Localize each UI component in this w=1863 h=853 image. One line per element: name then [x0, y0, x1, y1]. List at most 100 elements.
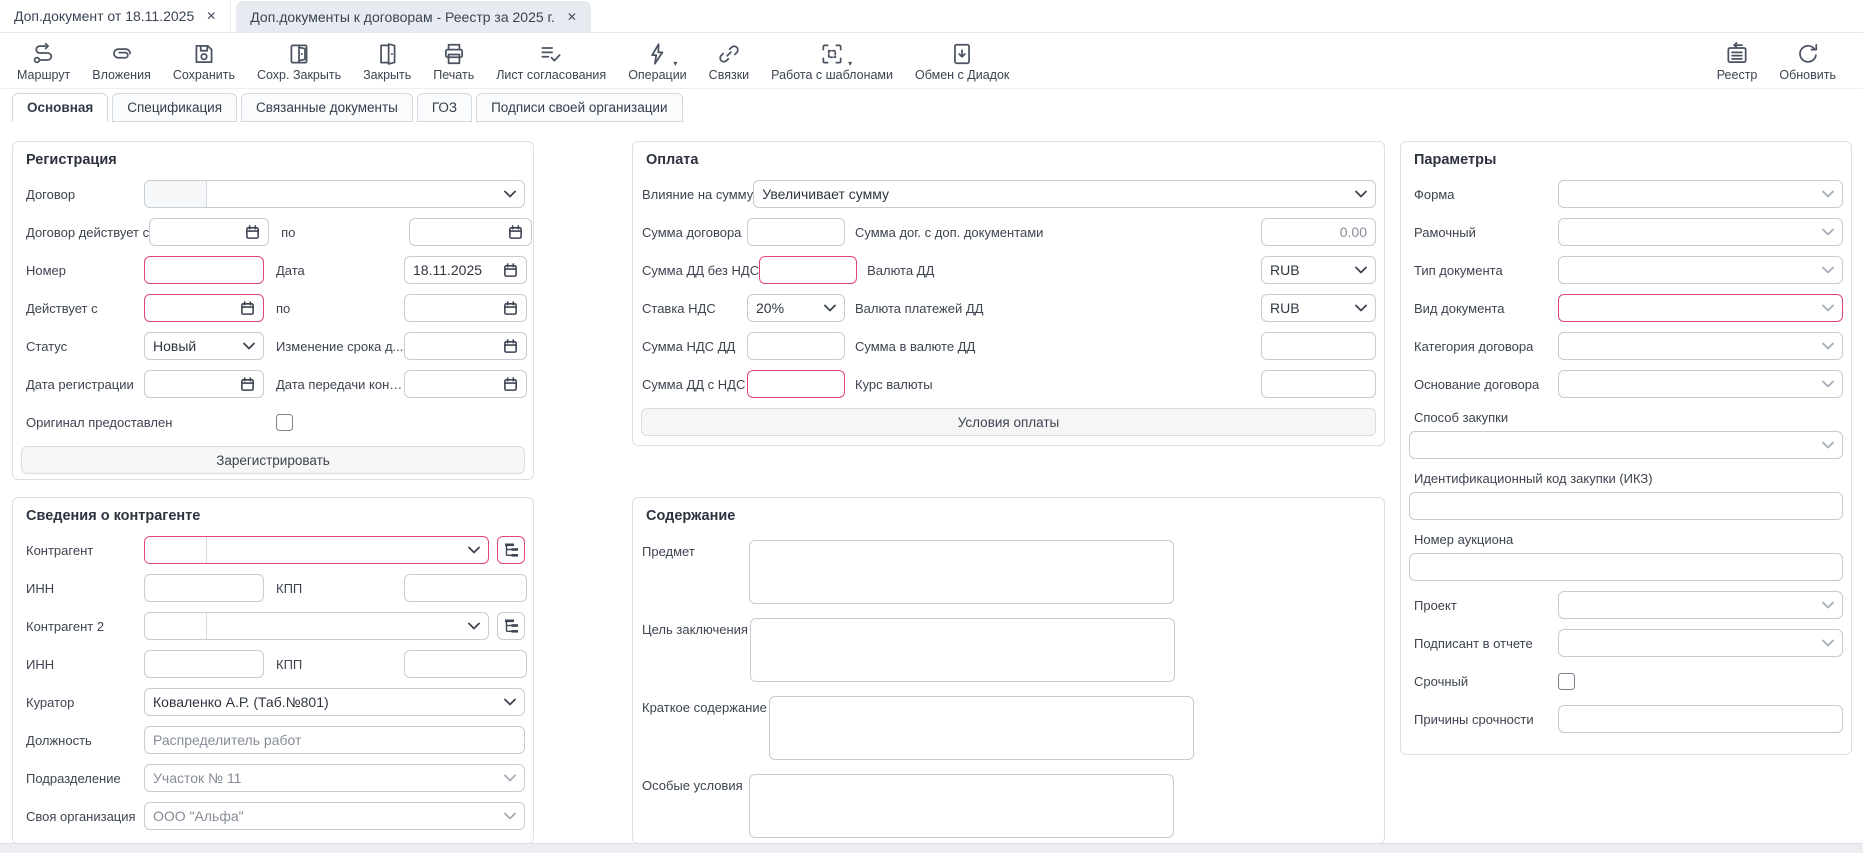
diadoc-exchange-button[interactable]: Обмен с Диадок [904, 37, 1020, 84]
tab-podpisi[interactable]: Подписи своей организации [476, 93, 683, 122]
own-organization-label: Своя организация [26, 808, 136, 824]
valid-to-date[interactable] [404, 294, 527, 322]
form-select[interactable] [1558, 180, 1843, 208]
floppy-icon [191, 41, 217, 67]
box-arrow-down-icon [949, 41, 975, 67]
payment-terms-button[interactable]: Условия оплаты [641, 408, 1376, 436]
po-label: по [281, 224, 296, 240]
report-signer-select[interactable] [1558, 629, 1843, 657]
calendar-icon[interactable] [508, 224, 523, 240]
subject-textarea[interactable] [749, 540, 1174, 604]
inn2-label: ИНН [26, 656, 55, 672]
valid-from-date[interactable] [144, 294, 264, 322]
department-select[interactable]: Участок № 11 [144, 764, 525, 792]
calendar-icon[interactable] [240, 300, 255, 316]
attachments-button[interactable]: Вложения [81, 37, 162, 84]
dd-amount-with-vat-input[interactable] [747, 370, 845, 398]
counterparty-code-segment[interactable] [145, 537, 207, 563]
close-icon[interactable]: ✕ [206, 9, 217, 23]
dd-currency-select[interactable]: RUB [1261, 256, 1376, 284]
chevron-down-icon [504, 190, 516, 198]
term-change-label: Изменение срока д... [276, 338, 404, 354]
project-select[interactable] [1558, 591, 1843, 619]
operations-button[interactable]: ▾ Операции [617, 37, 697, 84]
auction-number-input[interactable] [1409, 553, 1843, 581]
document-date[interactable]: 18.11.2025 [404, 256, 527, 284]
horizontal-scrollbar[interactable] [0, 843, 1863, 853]
urgency-reasons-input[interactable] [1558, 705, 1843, 733]
contract-category-select[interactable] [1558, 332, 1843, 360]
kpp-input[interactable] [404, 574, 527, 602]
register-button[interactable]: Зарегистрировать [21, 446, 525, 474]
templates-button[interactable]: ▾ Работа с шаблонами [760, 37, 904, 84]
contract-amount-input[interactable] [747, 218, 845, 246]
counterparty2-tree-button[interactable] [497, 612, 525, 640]
dogovor-valid-from-date[interactable] [149, 218, 270, 246]
print-button[interactable]: Печать [422, 37, 485, 84]
form-tab-strip: Основная Спецификация Связанные документ… [0, 89, 1863, 122]
dd-currency-label: Валюта ДД [867, 262, 935, 278]
calendar-icon[interactable] [503, 262, 518, 278]
vat-rate-select[interactable]: 20% [747, 294, 845, 322]
refresh-button[interactable]: Обновить [1768, 37, 1847, 84]
counterparty-panel: Сведения о контрагенте Контрагент ИНН КП… [12, 497, 534, 844]
number-input[interactable] [144, 256, 264, 284]
counterparty2-code-segment[interactable] [145, 613, 207, 639]
payments-currency-select[interactable]: RUB [1261, 294, 1376, 322]
purpose-label: Цель заключения [642, 622, 748, 637]
transfer-date[interactable] [404, 370, 527, 398]
kpp-label: КПП [276, 580, 303, 596]
dd-amount-no-vat-input[interactable] [759, 256, 858, 284]
procurement-method-select[interactable] [1409, 431, 1843, 459]
kpp2-input[interactable] [404, 650, 527, 678]
exchange-rate-label: Курс валюты [855, 376, 933, 392]
dd-vat-amount-input[interactable] [747, 332, 845, 360]
calendar-icon[interactable] [503, 376, 518, 392]
calendar-icon[interactable] [245, 224, 260, 240]
links-button[interactable]: Связки [698, 37, 760, 84]
exchange-rate-input[interactable] [1261, 370, 1376, 398]
save-button[interactable]: Сохранить [162, 37, 246, 84]
registry-button[interactable]: Реестр [1706, 37, 1769, 84]
calendar-icon[interactable] [503, 300, 518, 316]
tab-osnovnaya[interactable]: Основная [12, 93, 109, 122]
window-tab-registry[interactable]: Доп.документы к договорам - Реестр за 20… [236, 1, 591, 32]
special-terms-textarea[interactable] [749, 774, 1174, 838]
tab-svyazannye-dokumenty[interactable]: Связанные документы [241, 93, 413, 122]
document-type-select[interactable] [1558, 256, 1843, 284]
counterparty-combobox[interactable] [144, 536, 489, 564]
summary-textarea[interactable] [768, 696, 1194, 760]
amount-in-currency-input[interactable] [1261, 332, 1376, 360]
contract-basis-select[interactable] [1558, 370, 1843, 398]
term-change-date[interactable] [404, 332, 527, 360]
inn2-input[interactable] [144, 650, 264, 678]
own-organization-select[interactable]: ООО "Альфа" [144, 802, 525, 830]
dogovor-combobox[interactable] [144, 180, 525, 208]
calendar-icon[interactable] [503, 338, 518, 354]
route-button[interactable]: Маршрут [6, 37, 81, 84]
dogovor-number-segment[interactable] [145, 181, 207, 207]
document-kind-select[interactable] [1558, 294, 1843, 322]
close-document-button[interactable]: Закрыть [352, 37, 422, 84]
position-input[interactable]: Распределитель работ [144, 726, 525, 754]
curator-select[interactable]: Коваленко А.Р. (Таб.№801) [144, 688, 525, 716]
counterparty-tree-button[interactable] [497, 536, 525, 564]
amount-effect-select[interactable]: Увеличивает сумму [753, 180, 1376, 208]
window-tab-current-document[interactable]: Доп.документ от 18.11.2025 ✕ [0, 0, 232, 32]
tab-spetsifikatsiya[interactable]: Спецификация [112, 93, 238, 122]
purpose-textarea[interactable] [749, 618, 1175, 682]
dogovor-valid-to-date[interactable] [409, 218, 533, 246]
status-select[interactable]: Новый [144, 332, 264, 360]
registration-date[interactable] [144, 370, 264, 398]
approval-sheet-button[interactable]: Лист согласования [485, 37, 617, 84]
close-icon[interactable]: ✕ [566, 9, 577, 24]
framework-select[interactable] [1558, 218, 1843, 246]
calendar-icon[interactable] [240, 376, 255, 392]
counterparty2-combobox[interactable] [144, 612, 489, 640]
urgent-checkbox[interactable] [1558, 672, 1575, 690]
save-close-button[interactable]: Сохр. Закрыть [246, 37, 352, 84]
tab-goz[interactable]: ГОЗ [416, 93, 473, 122]
original-provided-checkbox[interactable] [276, 413, 293, 431]
ikz-input[interactable] [1409, 492, 1843, 520]
inn-input[interactable] [144, 574, 264, 602]
